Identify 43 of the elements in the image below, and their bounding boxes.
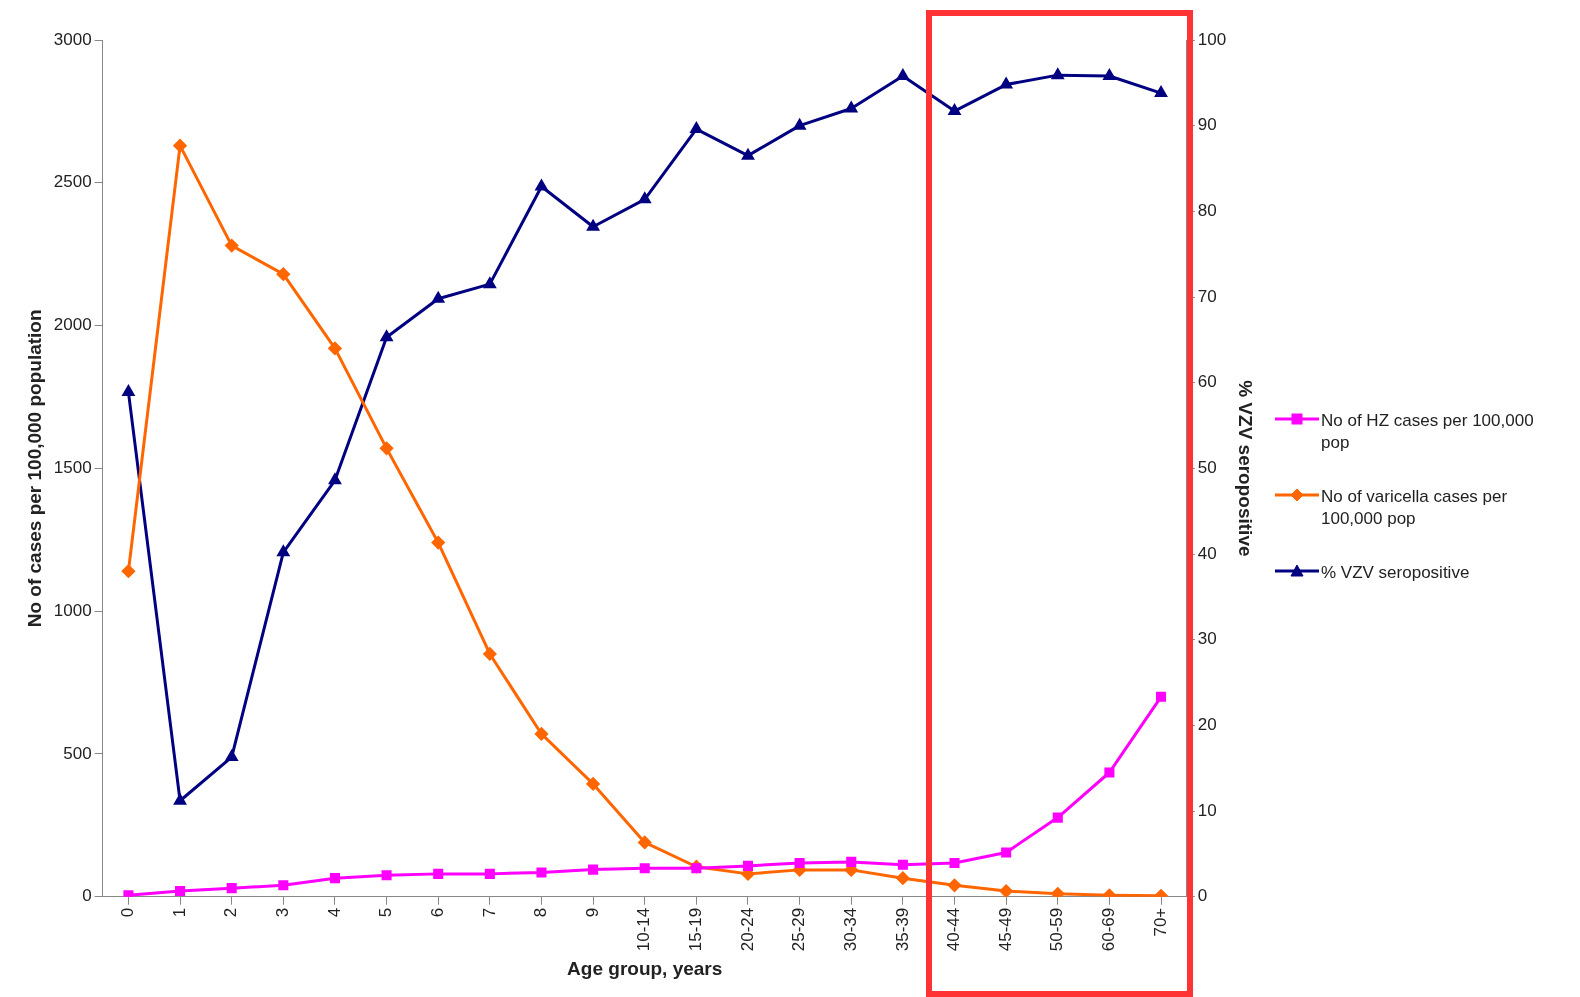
- x-tick-label: 50-59: [1047, 907, 1067, 952]
- x-tick-label: 6: [427, 907, 447, 918]
- x-tick-label: 35-39: [892, 907, 912, 952]
- y2-tick-label: 40: [1197, 543, 1217, 563]
- x-tick-label: 60-69: [1099, 907, 1119, 952]
- x-axis-title: Age group, years: [567, 957, 723, 979]
- legend-label: % VZV seropositive: [1321, 562, 1470, 584]
- x-tick-label: 10-14: [634, 907, 654, 952]
- x-tick-label: 2: [221, 907, 241, 918]
- y2-tick-label: 100: [1197, 29, 1227, 49]
- x-tick-label: 5: [376, 907, 396, 918]
- x-tick-label: 20-24: [737, 907, 757, 952]
- y2-tick-label: 90: [1197, 115, 1217, 135]
- legend-label: No of HZ cases per 100,000 pop: [1321, 410, 1535, 454]
- x-tick-label: 7: [479, 907, 499, 918]
- y-tick-label: 1000: [53, 600, 92, 620]
- y2-tick-label: 30: [1197, 629, 1217, 649]
- x-tick-label: 15-19: [686, 907, 706, 952]
- y-tick-label: 1500: [53, 458, 92, 478]
- y-tick-label: 500: [63, 743, 92, 763]
- x-tick-label: 1: [169, 907, 189, 918]
- x-tick-label: 25-29: [789, 907, 809, 952]
- x-tick-label: 4: [324, 907, 344, 918]
- x-tick-label: 8: [531, 907, 551, 918]
- x-tick-label: 45-49: [995, 907, 1015, 952]
- y-tick-label: 2500: [53, 172, 92, 192]
- y-tick-label: 3000: [53, 29, 92, 49]
- y2-tick-label: 60: [1197, 372, 1217, 392]
- y2-tick-label: 80: [1197, 201, 1217, 221]
- x-tick-label: 40-44: [944, 907, 964, 952]
- x-tick-label: 9: [582, 907, 602, 918]
- y2-tick-label: 20: [1197, 715, 1217, 735]
- y-axis-title: No of cases per 100,000 population: [23, 309, 45, 628]
- x-tick-label: 30-34: [840, 907, 860, 952]
- y2-tick-label: 70: [1197, 286, 1217, 306]
- x-tick-label: 70+: [1150, 907, 1170, 937]
- x-tick-label: 0: [118, 907, 138, 918]
- y2-tick-label: 10: [1197, 800, 1217, 820]
- y-tick-label: 2000: [53, 315, 92, 335]
- y2-axis-title: % VZV seropositive: [1235, 380, 1257, 557]
- legend-label: No of varicella cases per 100,000 pop: [1321, 486, 1509, 530]
- x-tick-label: 3: [273, 907, 293, 918]
- y2-tick-label: 50: [1197, 458, 1217, 478]
